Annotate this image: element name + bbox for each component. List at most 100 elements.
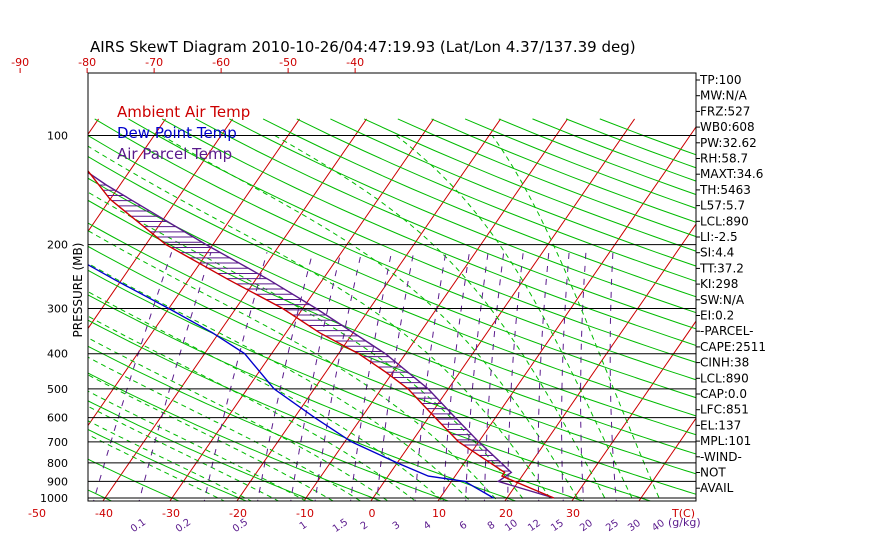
dry-adiabat	[161, 118, 696, 346]
mixing-ratio-tick-label: 40	[650, 518, 667, 534]
index-value: CINH:38	[700, 356, 749, 370]
mixing-ratio-tick-label: 1.5	[331, 517, 350, 535]
moist-adiabat	[88, 230, 499, 501]
bottom-temp-tick-label: 20	[499, 507, 513, 520]
pressure-tick-label: 200	[47, 239, 68, 252]
moist-adiabat	[88, 420, 253, 501]
mixing-ratio-tick-label: 15	[549, 518, 566, 534]
index-value: -WIND-	[700, 450, 742, 464]
moist-adiabat	[395, 135, 635, 501]
bottom-temp-tick-label: -20	[229, 507, 247, 520]
mixing-ratio-tick-label: 10	[503, 518, 520, 534]
mixing-ratio-line	[483, 252, 505, 501]
mixing-ratio-line	[465, 252, 489, 501]
isotherm-line	[169, 118, 434, 501]
mixing-ratio-tick-label: 12	[526, 518, 543, 534]
bottom-temp-tick-label: -30	[162, 507, 180, 520]
pressure-tick-label: 1000	[40, 492, 68, 505]
index-value: PW:32.62	[700, 136, 757, 150]
moist-adiabat	[88, 390, 307, 501]
moist-adiabat	[88, 374, 334, 501]
moist-adiabat	[88, 191, 526, 501]
isotherm-line	[638, 417, 696, 501]
moist-adiabat	[88, 434, 226, 501]
parcel-temp-line	[88, 171, 555, 499]
index-value: SI:4.4	[700, 246, 734, 260]
mixing-ratio-line	[507, 252, 524, 501]
pressure-tick-label: 500	[47, 383, 68, 396]
cape-hatch-layer	[98, 184, 510, 472]
moist-adiabat	[88, 145, 553, 501]
mixing-ratio-tick-label: 30	[626, 518, 643, 534]
dry-adiabat	[88, 222, 696, 475]
pressure-tick-label: 400	[47, 348, 68, 361]
plot-frame	[87, 72, 697, 502]
isotherm-line	[88, 118, 166, 233]
mixing-ratio-line	[290, 252, 342, 501]
dry-adiabat	[88, 400, 315, 501]
dry-adiabat	[229, 118, 696, 314]
top-temp-tick-label: -90	[11, 56, 29, 69]
index-value: -PARCEL-	[700, 324, 754, 338]
dry-adiabat	[88, 134, 696, 399]
index-value: FRZ:527	[700, 104, 750, 118]
pressure-tick-label: 900	[47, 475, 68, 488]
moist-adiabat	[274, 135, 607, 501]
index-value: WB0:608	[700, 120, 755, 134]
bottom-temp-tick-label: 0	[369, 507, 376, 520]
mixing-ratio-line	[203, 252, 268, 501]
dry-adiabat	[88, 428, 248, 501]
dry-adiabat	[296, 118, 696, 282]
isotherm-line	[504, 223, 696, 501]
dewpoint-temp-line	[88, 263, 494, 499]
dry-adiabat	[262, 118, 696, 298]
y-axis-label: PRESSURE (MB)	[71, 243, 85, 338]
chart-title: AIRS SkewT Diagram 2010-10-26/04:47:19.9…	[90, 38, 636, 56]
dry-adiabat	[88, 156, 696, 417]
top-temp-tick-label: -50	[279, 56, 297, 69]
index-value: MW:N/A	[700, 89, 748, 103]
top-temp-tick-label: -70	[145, 56, 163, 69]
top-temp-tick-label: -80	[78, 56, 96, 69]
isotherm-line	[437, 126, 696, 501]
index-value: SW:N/A	[700, 293, 745, 307]
index-value: LFC:851	[700, 403, 749, 417]
ambient-temp-line	[88, 169, 555, 499]
pressure-tick-label: 300	[47, 302, 68, 315]
index-value: LI:-2.5	[700, 230, 738, 244]
mixing-ratio-tick-label: 1	[298, 520, 310, 533]
mixing-ratio-tick-label: 6	[458, 520, 470, 533]
axis-layer: -120-110-100-90-80-70-60-50-40-50-40-30-…	[11, 56, 701, 535]
isotherm-line	[88, 118, 300, 427]
mixing-ratio-line	[376, 252, 415, 501]
top-temp-tick-label: -60	[212, 56, 230, 69]
mixing-ratio-line	[257, 252, 314, 501]
dry-adiabat	[195, 118, 696, 330]
pressure-tick-label: 100	[47, 130, 68, 143]
mixing-ratio-tick-label: 4	[422, 520, 434, 533]
mixing-ratio-tick-label: 2	[359, 520, 371, 533]
mixing-ratio-tick-label: 8	[486, 520, 498, 533]
mixing-ratio-line	[442, 252, 470, 501]
bottom-temp-tick-label: -10	[296, 507, 314, 520]
legend: Ambient Air Temp Dew Point Temp Air Parcel…	[117, 103, 250, 163]
moist-adiabat	[88, 405, 280, 501]
isotherm-line	[0, 119, 32, 506]
mixing-ratio-unit-label: (g/kg)	[668, 516, 701, 529]
dry-adiabat	[88, 177, 696, 436]
index-value: LCL:890	[700, 371, 749, 385]
mixing-ratio-tick-label: 0.1	[129, 517, 148, 535]
isotherm-line	[236, 118, 501, 501]
mixing-ratio-line	[138, 252, 212, 501]
legend-entry: Air Parcel Temp	[117, 145, 232, 163]
isotherm-line	[770, 119, 870, 506]
dry-adiabat	[363, 118, 696, 252]
isotherm-line	[303, 118, 568, 501]
index-value: NOT	[700, 466, 726, 480]
isotherm-line	[88, 118, 233, 330]
bottom-temp-tick-label: 10	[432, 507, 446, 520]
dry-adiabat	[88, 345, 450, 501]
moist-adiabat	[491, 135, 661, 501]
grid-layer	[0, 118, 870, 506]
